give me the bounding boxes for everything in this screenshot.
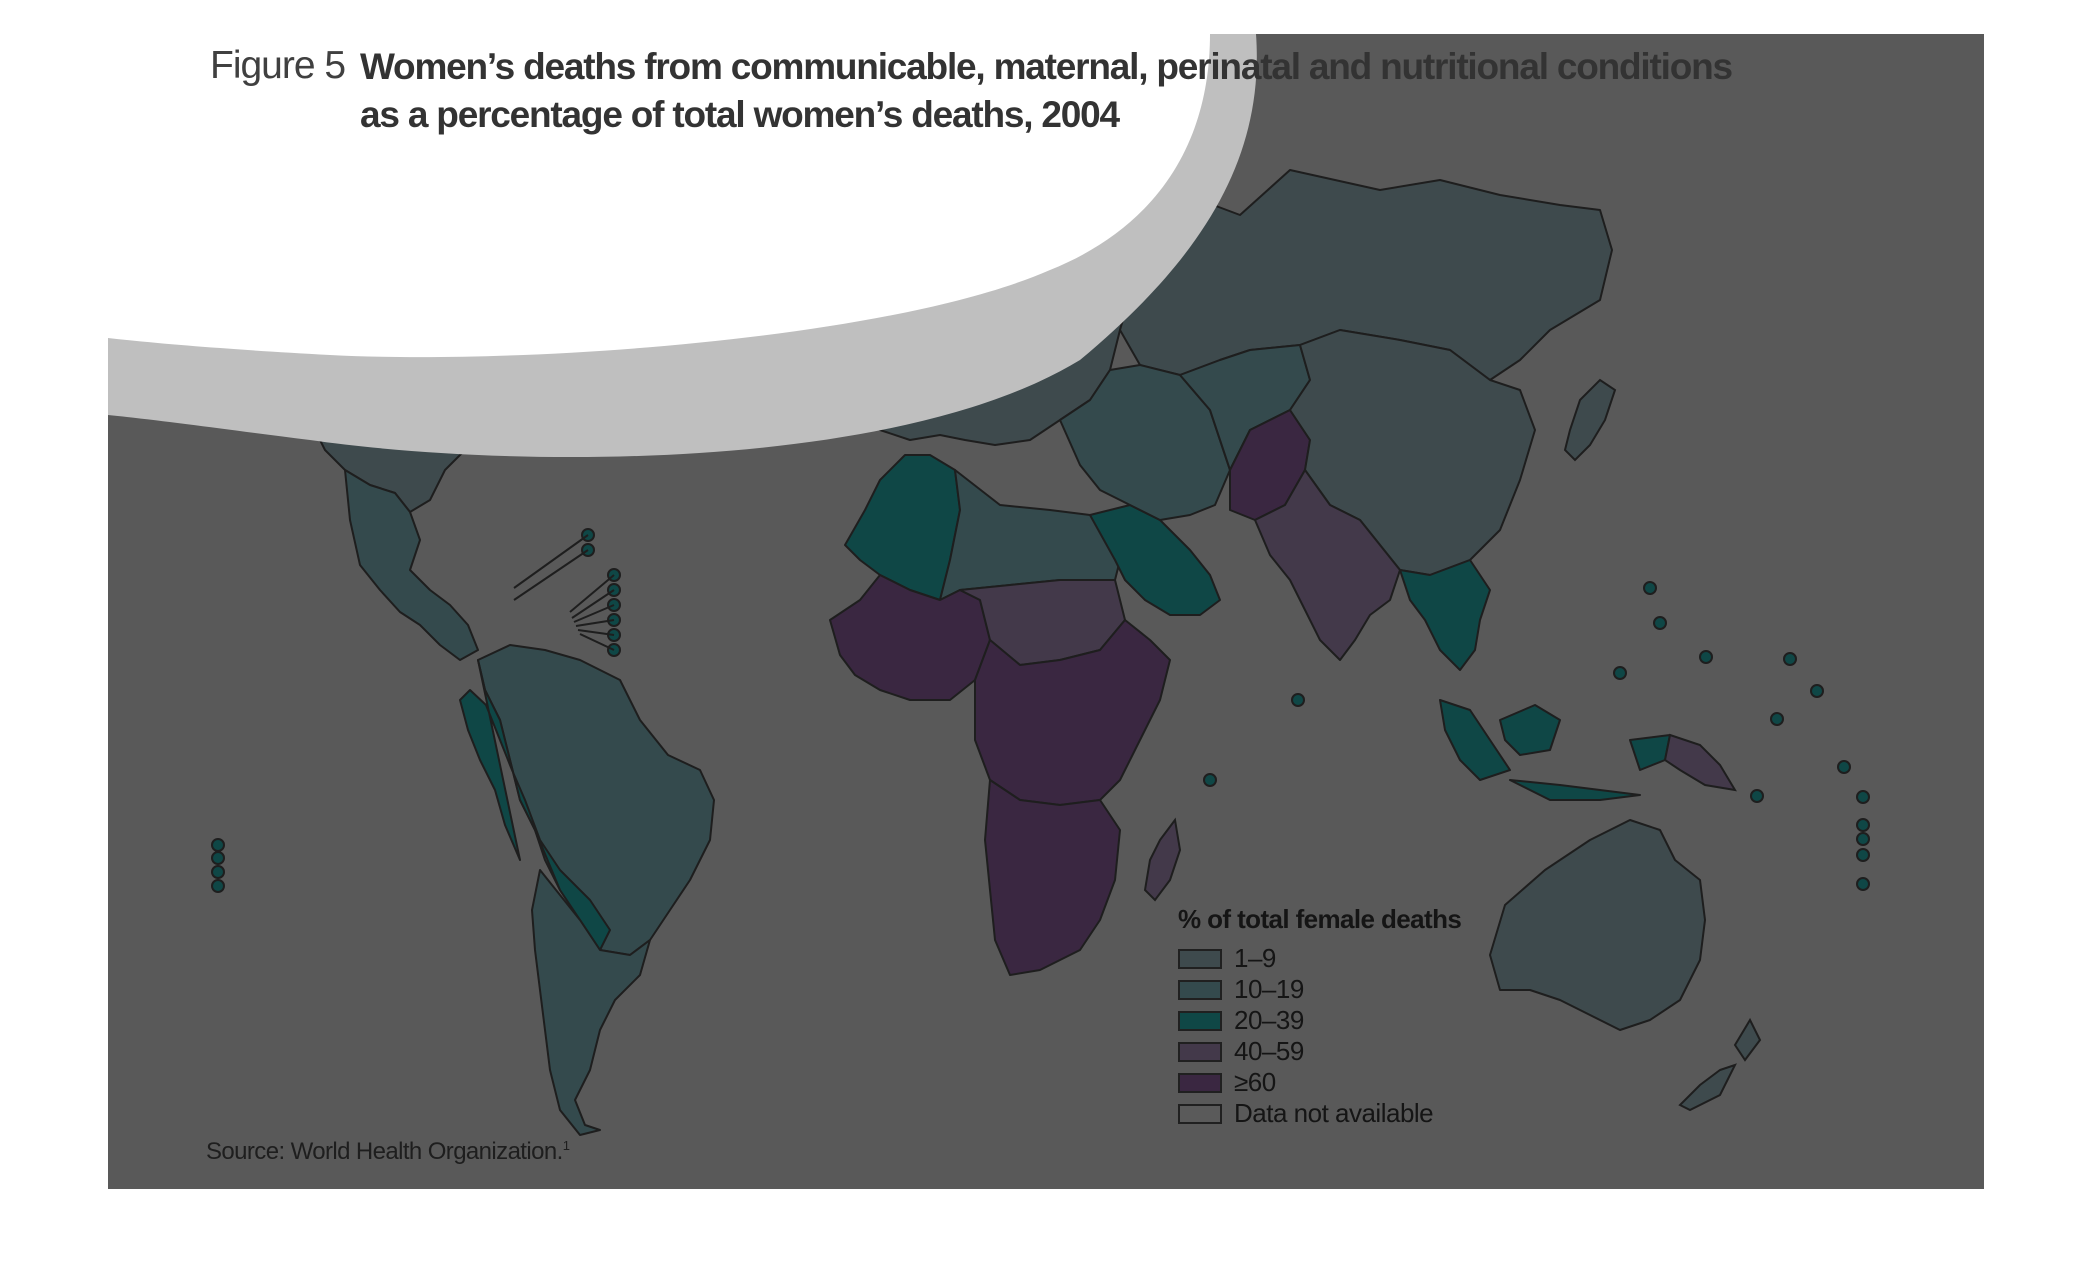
legend-item: 40–59	[1178, 1036, 1461, 1067]
legend-label: ≥60	[1234, 1067, 1276, 1097]
legend-swatch	[1178, 979, 1222, 1000]
legend-swatch	[1178, 948, 1222, 969]
legend-label: 10–19	[1234, 974, 1304, 1004]
southern-africa	[984, 779, 1121, 976]
legend-swatch	[1178, 1041, 1222, 1062]
legend-swatch	[1178, 1103, 1222, 1124]
legend-swatch	[1178, 1010, 1222, 1031]
legend-label: 20–39	[1234, 1005, 1304, 1035]
central-america	[344, 469, 479, 661]
legend-label: Data not available	[1234, 1098, 1434, 1128]
indonesia	[1439, 699, 1671, 801]
legend-item: Data not available	[1178, 1098, 1461, 1129]
south-asia	[1254, 469, 1401, 661]
legend-item: ≥60	[1178, 1067, 1461, 1098]
source-footnote: 1	[562, 1138, 570, 1153]
world-map	[211, 146, 1870, 1136]
figure-label: Figure 5	[210, 44, 346, 87]
legend-label: 40–59	[1234, 1036, 1304, 1066]
legend-title: % of total female deaths	[1178, 904, 1462, 934]
legend-item: 10–19	[1178, 974, 1461, 1005]
map-panel	[108, 34, 1984, 1189]
australia	[1489, 819, 1706, 1031]
map-legend: % of total female deaths 1–9 10–19 20–39 40…	[1178, 904, 1462, 1129]
figure-title-line-2: as a percentage of total women’s deaths,…	[360, 94, 1120, 135]
papua-new-guinea	[1663, 733, 1737, 792]
japan	[1563, 378, 1617, 462]
new-zealand	[1678, 1017, 1762, 1112]
caribbean-leader-lines	[513, 534, 615, 651]
source-text: Source: World Health Organization.	[206, 1138, 563, 1165]
legend-label: 1–9	[1234, 943, 1276, 973]
north-africa-west	[844, 454, 961, 601]
southeast-asia	[1399, 559, 1491, 671]
madagascar	[1143, 817, 1182, 902]
north-america	[214, 181, 731, 513]
andes-west	[459, 659, 611, 951]
legend-swatch	[1178, 1072, 1222, 1093]
legend-item: 20–39	[1178, 1005, 1461, 1036]
figure-title-line-1: Women’s deaths from communicable, matern…	[360, 46, 1733, 87]
greenland	[698, 146, 872, 302]
source-note: Source: World Health Organization.1	[206, 1138, 570, 1166]
southern-cone	[531, 869, 651, 1136]
legend-item: 1–9	[1178, 943, 1461, 974]
legend-items: 1–9 10–19 20–39 40–59 ≥60 Data not available	[1178, 943, 1461, 1129]
